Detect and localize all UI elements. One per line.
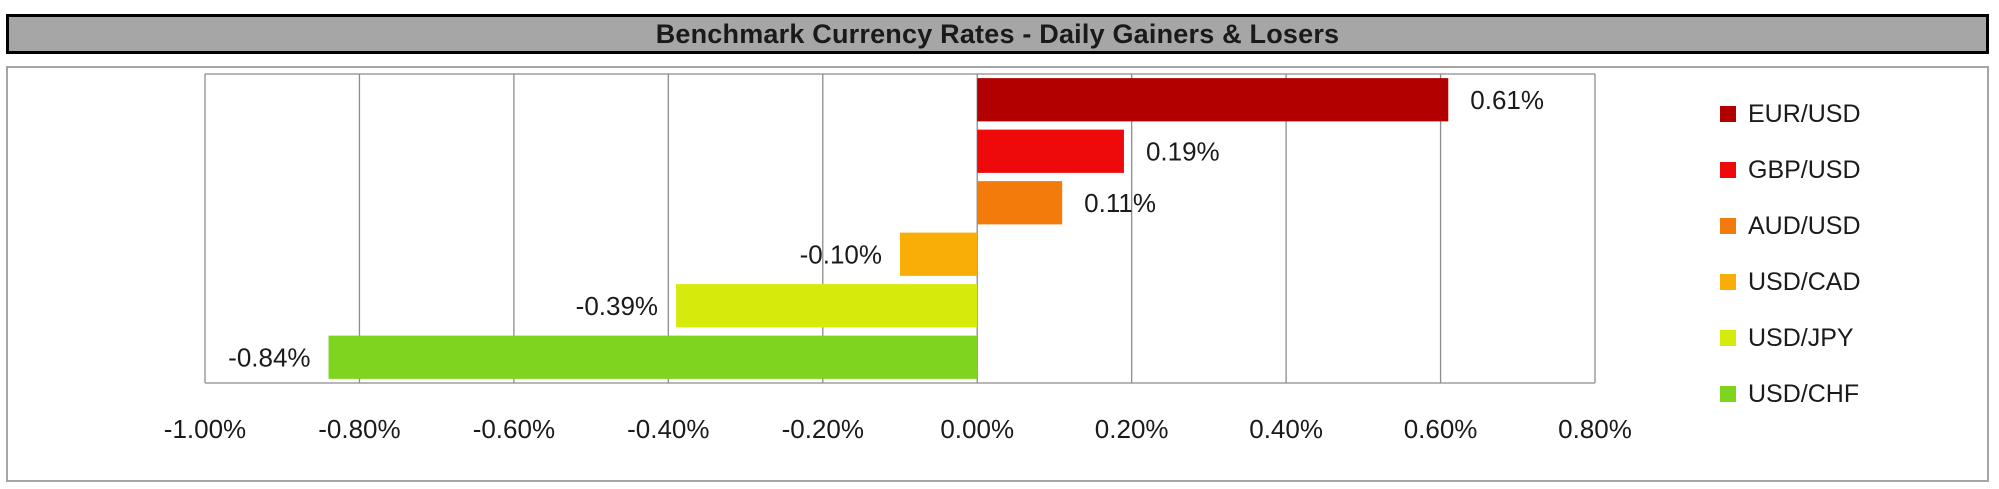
x-tick-label: -1.00% [164, 414, 246, 444]
x-tick-label: -0.20% [782, 414, 864, 444]
data-label: -0.84% [228, 342, 310, 372]
bar-usd-chf [328, 335, 978, 379]
x-tick-label: 0.80% [1558, 414, 1632, 444]
legend-item: GBP/USD [1720, 142, 1980, 198]
chart-legend: EUR/USD GBP/USD AUD/USD USD/CAD USD/JPY USD/C… [1720, 86, 1980, 422]
data-label: -0.39% [576, 291, 658, 321]
x-tick-label: 0.00% [940, 414, 1014, 444]
bar-gbp-usd [977, 129, 1124, 173]
legend-item: EUR/USD [1720, 86, 1980, 142]
legend-item: AUD/USD [1720, 198, 1980, 254]
legend-label: USD/JPY [1748, 323, 1854, 352]
legend-label: GBP/USD [1748, 155, 1861, 184]
legend-swatch [1720, 162, 1736, 178]
legend-swatch [1720, 330, 1736, 346]
legend-label: EUR/USD [1748, 99, 1861, 128]
bar-aud-usd [977, 181, 1063, 225]
legend-item: USD/JPY [1720, 310, 1980, 366]
bar-usd-jpy [676, 284, 978, 328]
legend-label: USD/CHF [1748, 379, 1860, 408]
legend-item: USD/CHF [1720, 366, 1980, 422]
bar-usd-cad [900, 232, 978, 276]
legend-label: USD/CAD [1748, 267, 1861, 296]
data-label: 0.19% [1146, 136, 1220, 166]
legend-item: USD/CAD [1720, 254, 1980, 310]
bar-eur-usd [977, 78, 1449, 122]
chart-title-bar: Benchmark Currency Rates - Daily Gainers… [6, 14, 1989, 54]
legend-swatch [1720, 386, 1736, 402]
legend-swatch [1720, 218, 1736, 234]
data-label: -0.10% [800, 239, 882, 269]
chart-title: Benchmark Currency Rates - Daily Gainers… [655, 18, 1340, 49]
legend-swatch [1720, 274, 1736, 290]
data-label: 0.61% [1470, 85, 1544, 115]
data-label: 0.11% [1084, 188, 1156, 218]
x-tick-label: 0.60% [1404, 414, 1478, 444]
x-tick-label: 0.20% [1095, 414, 1169, 444]
x-tick-label: -0.40% [627, 414, 709, 444]
x-tick-label: -0.80% [318, 414, 400, 444]
x-tick-label: 0.40% [1249, 414, 1323, 444]
legend-swatch [1720, 106, 1736, 122]
legend-label: AUD/USD [1748, 211, 1861, 240]
x-tick-label: -0.60% [473, 414, 555, 444]
